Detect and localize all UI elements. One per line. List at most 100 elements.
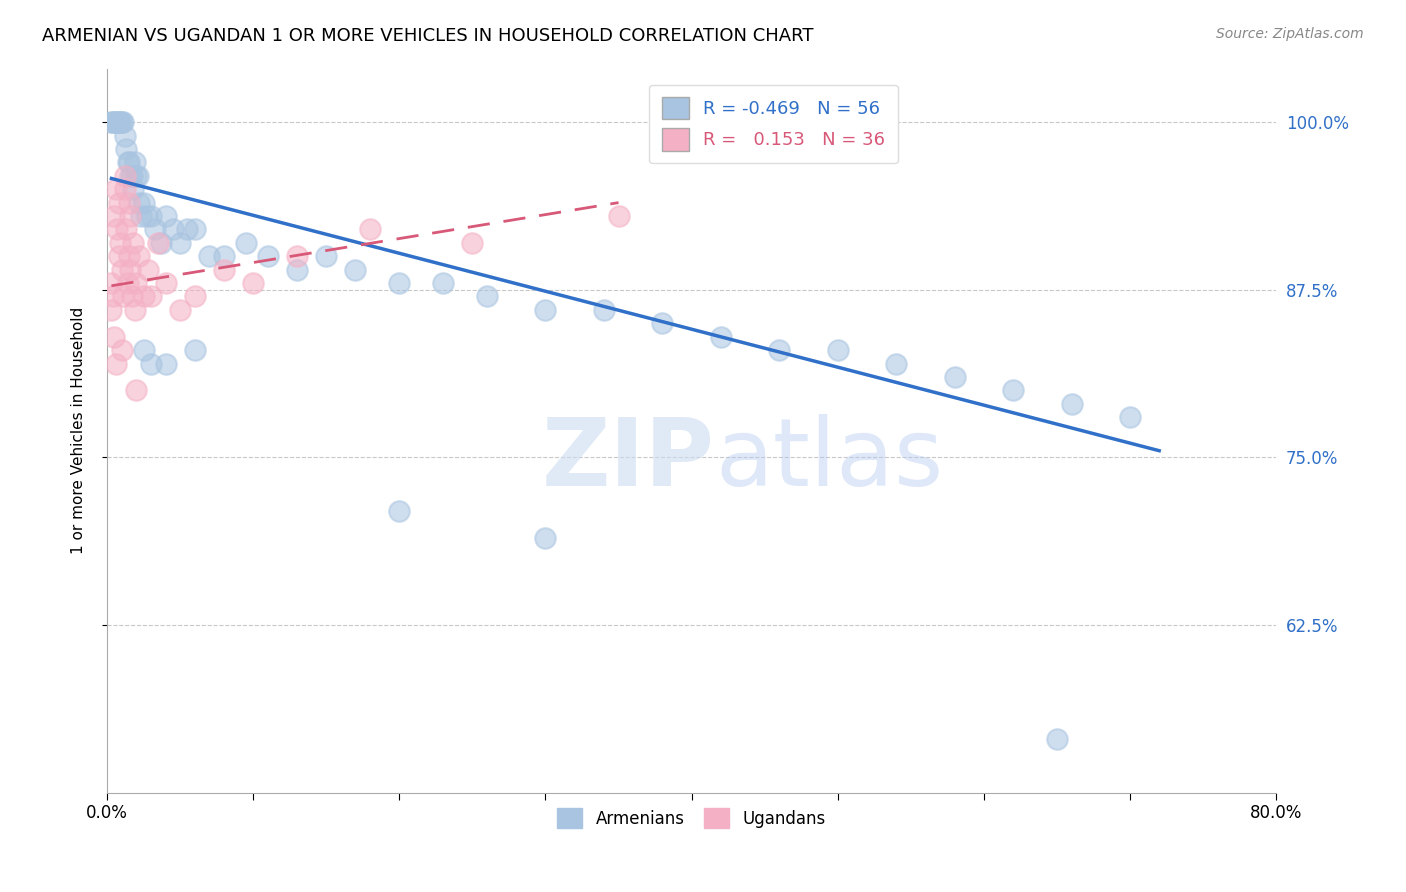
Point	[461, 235, 484, 250]
Point	[103, 115, 125, 129]
Point	[148, 235, 170, 250]
Point	[139, 209, 162, 223]
Point	[256, 249, 278, 263]
Point	[111, 115, 134, 129]
Point	[135, 209, 157, 223]
Point	[104, 115, 127, 129]
Point	[1046, 731, 1069, 746]
Point	[107, 249, 129, 263]
Point	[212, 262, 235, 277]
Legend: Armenians, Ugandans: Armenians, Ugandans	[551, 801, 832, 835]
Point	[198, 249, 221, 263]
Point	[139, 357, 162, 371]
Point	[103, 209, 125, 223]
Point	[103, 329, 125, 343]
Point	[112, 289, 135, 303]
Point	[100, 115, 122, 129]
Point	[118, 249, 141, 263]
Point	[117, 276, 139, 290]
Point	[128, 249, 150, 263]
Point	[110, 115, 132, 129]
Point	[110, 235, 132, 250]
Point	[143, 222, 166, 236]
Point	[100, 276, 122, 290]
Point	[593, 302, 616, 317]
Text: ZIP: ZIP	[543, 414, 716, 506]
Point	[115, 222, 138, 236]
Point	[129, 209, 152, 223]
Point	[184, 343, 207, 358]
Point	[105, 115, 128, 129]
Point	[114, 169, 136, 183]
Point	[285, 262, 308, 277]
Point	[120, 209, 142, 223]
Point	[1060, 397, 1083, 411]
Text: Source: ZipAtlas.com: Source: ZipAtlas.com	[1216, 27, 1364, 41]
Point	[125, 169, 148, 183]
Point	[242, 276, 264, 290]
Point	[155, 357, 177, 371]
Point	[122, 182, 145, 196]
Point	[128, 195, 150, 210]
Point	[534, 302, 557, 317]
Point	[184, 289, 207, 303]
Point	[534, 531, 557, 545]
Point	[121, 289, 143, 303]
Point	[127, 169, 149, 183]
Point	[150, 235, 173, 250]
Point	[132, 195, 155, 210]
Point	[104, 357, 127, 371]
Point	[124, 155, 146, 169]
Point	[315, 249, 337, 263]
Point	[285, 249, 308, 263]
Point	[114, 128, 136, 143]
Point	[107, 115, 129, 129]
Point	[101, 115, 124, 129]
Point	[1119, 410, 1142, 425]
Point	[475, 289, 498, 303]
Point	[388, 276, 411, 290]
Point	[155, 276, 177, 290]
Point	[136, 262, 159, 277]
Point	[122, 235, 145, 250]
Point	[607, 209, 630, 223]
Point	[115, 142, 138, 156]
Point	[155, 209, 177, 223]
Point	[104, 182, 127, 196]
Point	[344, 262, 367, 277]
Y-axis label: 1 or more Vehicles in Household: 1 or more Vehicles in Household	[72, 307, 86, 554]
Point	[176, 222, 198, 236]
Point	[432, 276, 454, 290]
Point	[388, 504, 411, 518]
Point	[235, 235, 257, 250]
Text: ARMENIAN VS UGANDAN 1 OR MORE VEHICLES IN HOUSEHOLD CORRELATION CHART: ARMENIAN VS UGANDAN 1 OR MORE VEHICLES I…	[42, 27, 814, 45]
Point	[139, 289, 162, 303]
Point	[169, 235, 191, 250]
Point	[121, 169, 143, 183]
Point	[1002, 384, 1025, 398]
Point	[827, 343, 849, 358]
Point	[710, 329, 733, 343]
Point	[120, 169, 142, 183]
Point	[125, 276, 148, 290]
Point	[212, 249, 235, 263]
Point	[132, 343, 155, 358]
Point	[118, 195, 141, 210]
Point	[184, 222, 207, 236]
Point	[101, 289, 124, 303]
Text: atlas: atlas	[716, 414, 943, 506]
Point	[111, 262, 134, 277]
Point	[768, 343, 790, 358]
Point	[943, 370, 966, 384]
Point	[107, 195, 129, 210]
Point	[111, 343, 134, 358]
Point	[100, 302, 122, 317]
Point	[162, 222, 184, 236]
Point	[884, 357, 907, 371]
Point	[114, 182, 136, 196]
Point	[132, 289, 155, 303]
Point	[118, 155, 141, 169]
Point	[359, 222, 381, 236]
Point	[120, 262, 142, 277]
Point	[112, 115, 135, 129]
